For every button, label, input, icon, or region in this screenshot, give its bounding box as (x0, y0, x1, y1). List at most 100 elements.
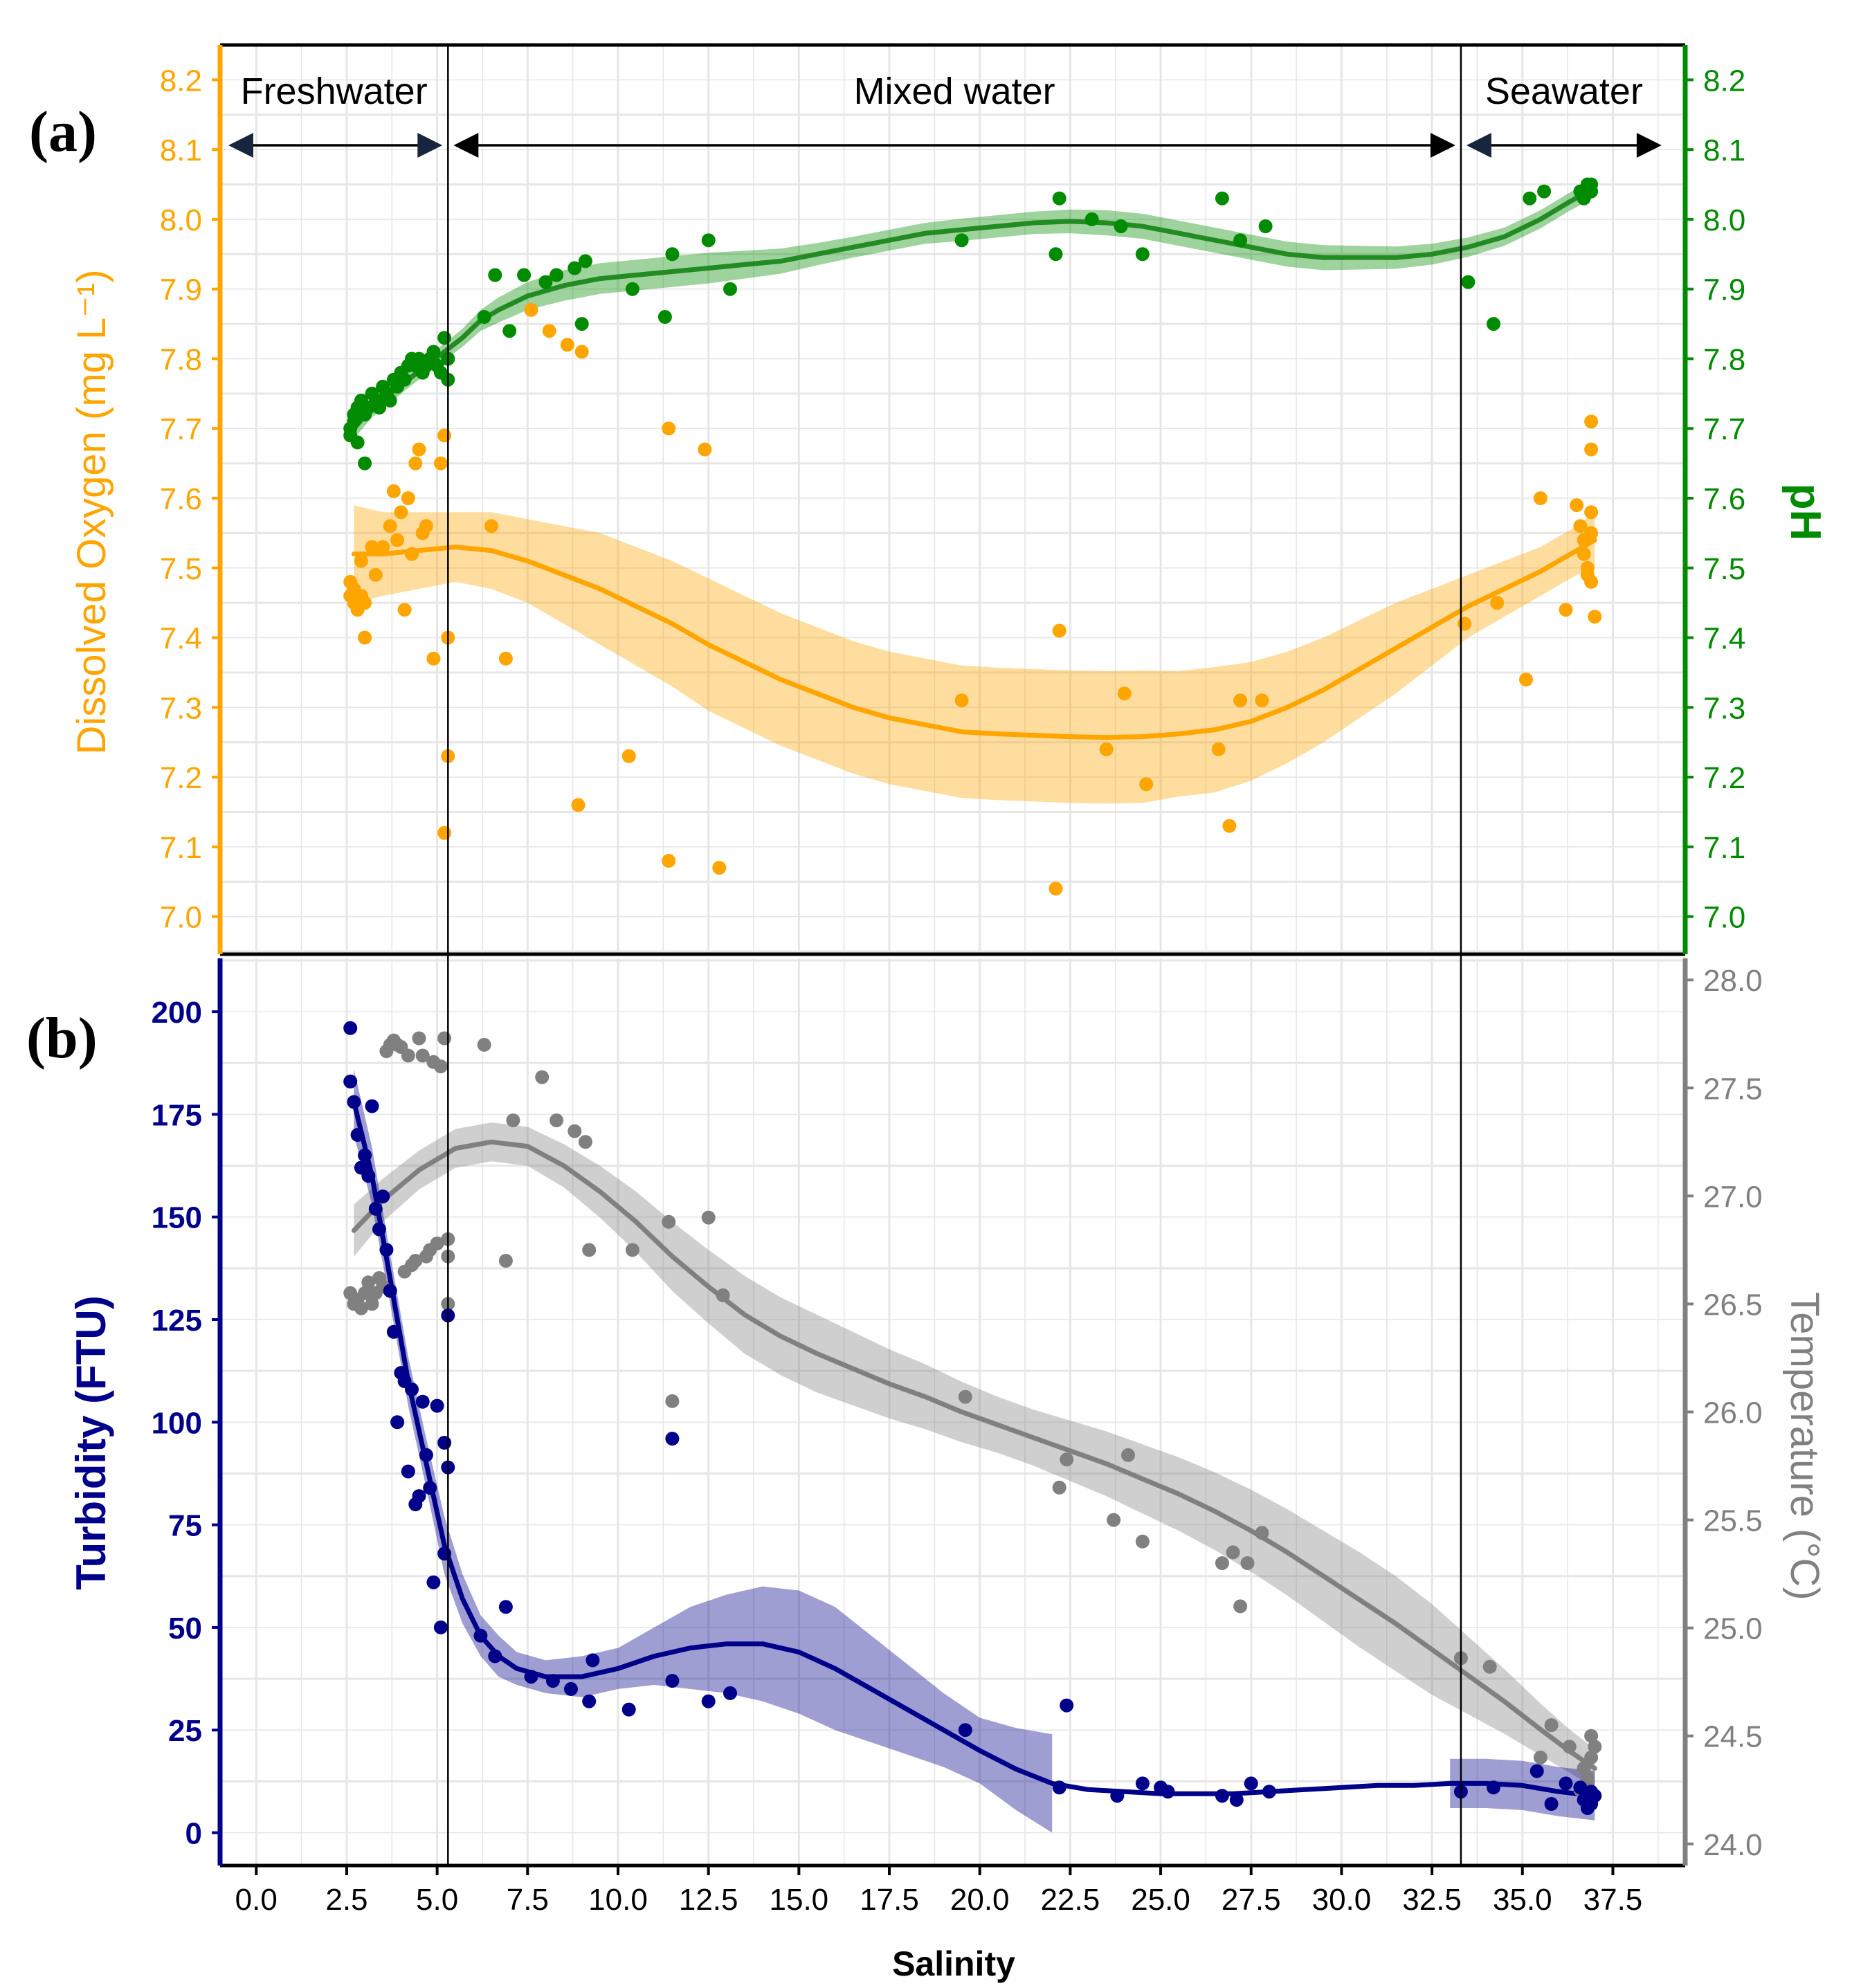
turbidity-point (1060, 1698, 1074, 1713)
do-point (354, 554, 368, 568)
region-arrowhead-left-0 (228, 133, 253, 158)
turbidity-axis-tick-label: 75 (168, 1509, 202, 1543)
ph-point (1135, 247, 1150, 262)
ph-axis-tick-label: 7.6 (1703, 482, 1745, 516)
do-point (1584, 505, 1599, 520)
temperature-point (1052, 1480, 1066, 1495)
ph-axis-tick-label: 7.5 (1703, 552, 1745, 586)
temperature-point (1584, 1750, 1599, 1764)
panel-b-label: (b) (26, 1006, 98, 1070)
ph-axis-tick-label: 7.0 (1703, 901, 1745, 935)
turbidity-point (347, 1095, 361, 1109)
ph-point (477, 310, 491, 324)
x-axis-tick-label: 5.0 (416, 1883, 458, 1917)
do-point (484, 519, 498, 534)
ph-point (350, 435, 365, 450)
do-point (571, 798, 585, 812)
ph-axis-tick-label: 8.1 (1703, 134, 1745, 167)
do-point (419, 519, 433, 534)
x-axis-tick-label: 20.0 (950, 1883, 1010, 1917)
turbidity-point (1135, 1776, 1150, 1791)
ph-point (437, 331, 452, 345)
ph-point (1258, 219, 1273, 233)
temperature-point (415, 1048, 430, 1063)
temperature-point (1255, 1526, 1269, 1540)
do-point (574, 345, 589, 359)
temperature-point (550, 1113, 564, 1128)
x-axis-tick-label: 32.5 (1402, 1883, 1462, 1917)
ph-point (383, 393, 397, 408)
turbidity-point (390, 1415, 405, 1430)
do-axis-tick-label: 7.2 (160, 761, 202, 795)
do-point (498, 651, 513, 666)
do-point (1584, 414, 1599, 429)
do-point (954, 693, 969, 708)
ph-point (701, 233, 716, 248)
temperature-axis-title: Temperature (°C) (1782, 1292, 1827, 1600)
do-point (1255, 693, 1269, 708)
turbidity-axis-tick-label: 25 (168, 1714, 202, 1748)
temperature-point (1584, 1729, 1599, 1743)
temperature-point (1107, 1513, 1121, 1527)
do-point (1584, 442, 1599, 457)
ph-point (372, 401, 386, 414)
region-arrowhead-left-1 (453, 133, 479, 158)
do-axis-tick-label: 7.3 (160, 691, 202, 725)
do-point (437, 826, 452, 840)
do-point (1052, 623, 1066, 638)
smooth-lines (351, 185, 1597, 1798)
do-point (1570, 498, 1584, 513)
temperature-point (361, 1275, 376, 1290)
temperature-axis-tick-label: 24.5 (1703, 1720, 1763, 1754)
ph-point (568, 261, 582, 275)
turbidity-point (1573, 1780, 1588, 1795)
do-point (433, 456, 448, 471)
do-point (397, 603, 412, 617)
temperature-axis-tick-label: 26.5 (1703, 1288, 1763, 1322)
turbidity-confidence-band (354, 1069, 1053, 1833)
turbidity-point (1487, 1780, 1500, 1795)
ph-point (1461, 275, 1476, 289)
do-point (1573, 519, 1588, 534)
turbidity-axis-title: Turbidity (FTU) (68, 1295, 114, 1589)
do-point (408, 456, 423, 471)
ph-point (426, 345, 441, 359)
temperature-point (701, 1210, 716, 1225)
do-point (524, 302, 538, 317)
confidence-bands (354, 179, 1595, 1833)
turbidity-point (350, 1128, 365, 1142)
do-point (365, 540, 379, 554)
do-point (1099, 742, 1114, 756)
axes: 7.0 7.1 7.2 7.3 7.4 7.5 7.6 7.7 7.8 7.9 8.0 8.1 8.2 7… (152, 43, 1763, 1917)
temperature-axis-tick-label: 28.0 (1703, 964, 1763, 998)
do-point (401, 491, 415, 505)
ph-point (550, 268, 564, 282)
temperature-axis-tick-label: 24.0 (1703, 1828, 1763, 1862)
ph-point (657, 310, 672, 324)
turbidity-point (1588, 1789, 1602, 1803)
temperature-point (1135, 1534, 1150, 1549)
do-point (390, 533, 405, 547)
turbidity-point (1244, 1776, 1258, 1791)
do-axis-tick-label: 7.0 (160, 901, 202, 935)
ph-axis-tick-label: 7.8 (1703, 343, 1745, 376)
turbidity-point (958, 1723, 972, 1738)
temperature-point (358, 1286, 372, 1300)
ph-point (502, 324, 517, 338)
x-axis-tick-label: 15.0 (770, 1883, 829, 1917)
region-arrowhead-right-0 (417, 133, 443, 158)
turbidity-point (401, 1464, 415, 1479)
turbidity-point (1529, 1764, 1544, 1778)
ph-point (954, 233, 969, 248)
turbidity-point (621, 1702, 636, 1717)
do-point (394, 505, 408, 520)
ph-point (1048, 247, 1063, 262)
panel-a-grid (220, 44, 1685, 953)
turbidity-point (665, 1674, 680, 1688)
do-axis-tick-label: 7.8 (160, 343, 202, 376)
ph-point (1052, 191, 1066, 206)
turbidity-point (343, 1021, 358, 1035)
ph-point (1233, 233, 1248, 248)
panel-a-label: (a) (29, 100, 97, 164)
ph-point (1114, 219, 1128, 233)
